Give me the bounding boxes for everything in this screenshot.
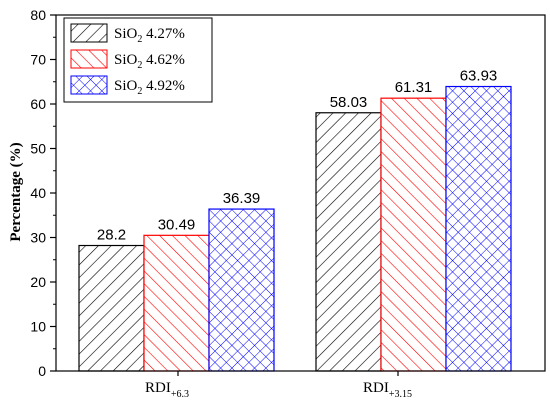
- bars: [78, 85, 512, 372]
- legend-label-sio2-4-27: SiO2 4.27%: [114, 26, 185, 45]
- y-axis-label: Percentage (%): [8, 142, 24, 241]
- legend-swatch-sio2-4-27: [70, 23, 108, 43]
- bar-rdi63-series-1: [143, 234, 210, 372]
- bar-rdi315-series-0: [315, 112, 382, 372]
- x-axis-ticks: [177, 371, 399, 376]
- legend-swatch-sio2-4-92: [70, 75, 108, 95]
- y-tick-label: 30: [30, 230, 46, 246]
- legend-label-sio2-4-62: SiO2 4.62%: [114, 52, 185, 71]
- y-tick-label: 50: [30, 141, 46, 157]
- data-label: 63.93: [460, 68, 498, 85]
- y-tick-label: 80: [30, 7, 46, 23]
- data-label: 61.31: [395, 79, 433, 96]
- y-tick-label: 0: [38, 363, 46, 379]
- bar-rdi63-series-2: [208, 208, 275, 372]
- data-label: 28.2: [97, 227, 126, 244]
- data-label: 58.03: [330, 94, 368, 111]
- data-labels: 28.2 30.49 36.39 58.03 61.31 63.93: [97, 68, 497, 244]
- legend-label-sio2-4-92: SiO2 4.92%: [114, 78, 185, 97]
- y-tick-label: 20: [30, 274, 46, 290]
- y-tick-label: 60: [30, 96, 46, 112]
- y-tick-label: 70: [30, 52, 46, 68]
- x-category-label-rdi-3-15: RDI+3.15: [363, 380, 412, 400]
- x-category-label-rdi-6-3: RDI+6.3: [145, 380, 189, 400]
- plot-frame: [55, 14, 546, 372]
- bar-rdi63-series-0: [78, 244, 145, 372]
- data-label: 30.49: [158, 216, 196, 233]
- bar-rdi315-series-1: [380, 97, 447, 372]
- y-tick-label: 10: [30, 319, 46, 335]
- y-axis-ticks: 0 10 20 30 40 50 60 70 80: [30, 7, 56, 379]
- y-tick-label: 40: [30, 185, 46, 201]
- bar-rdi315-series-2: [445, 85, 512, 372]
- legend: SiO2 4.27% SiO2 4.62% SiO2 4.92%: [63, 17, 213, 103]
- legend-swatch-sio2-4-62: [70, 49, 108, 69]
- data-label: 36.39: [223, 190, 261, 207]
